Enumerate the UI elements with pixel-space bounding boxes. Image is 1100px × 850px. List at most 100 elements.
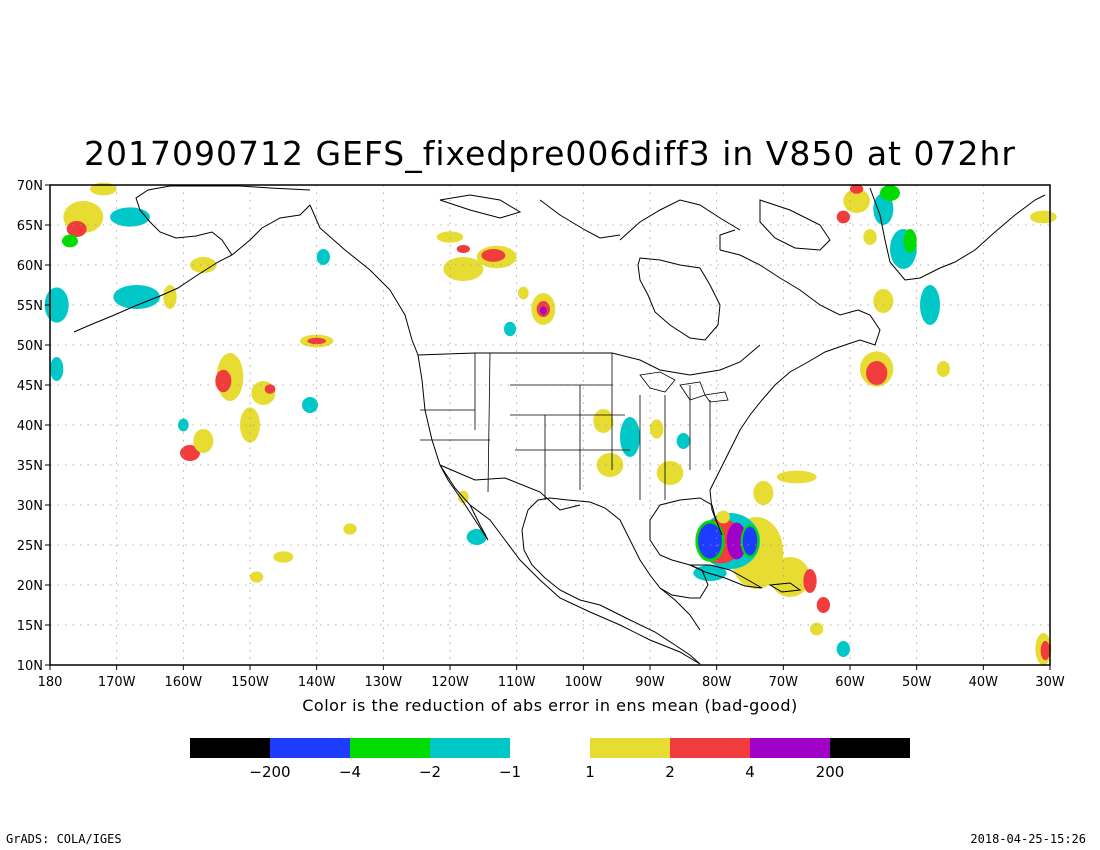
lon-tick-label: 160W bbox=[164, 675, 202, 690]
legend-label-positive: 1 bbox=[585, 763, 595, 781]
field-blob bbox=[836, 210, 850, 224]
coastline-baja bbox=[439, 464, 489, 541]
lon-tick-label: 90W bbox=[635, 675, 665, 690]
field-blob bbox=[1030, 210, 1057, 224]
field-blob bbox=[866, 361, 888, 385]
coastline-gulf bbox=[521, 497, 723, 606]
coastline-central-america bbox=[599, 587, 701, 665]
us-border bbox=[417, 344, 761, 511]
field-blob bbox=[436, 231, 464, 243]
field-blob bbox=[593, 409, 614, 433]
field-blob bbox=[880, 185, 900, 201]
legend-box-positive bbox=[590, 738, 670, 758]
lon-tick-label: 30W bbox=[1035, 675, 1065, 690]
legend-label-negative: −200 bbox=[249, 763, 290, 781]
field-blob bbox=[307, 337, 326, 345]
color-legend: −200 −4 −2 −1 1 2 4 200 bbox=[190, 738, 910, 781]
lat-tick-label: 55N bbox=[17, 299, 43, 314]
field-blob bbox=[264, 384, 276, 394]
legend-box-negative bbox=[270, 738, 350, 758]
lon-tick-label: 140W bbox=[298, 675, 336, 690]
legend-label-positive: 200 bbox=[816, 763, 845, 781]
lat-lon-grid bbox=[50, 185, 1050, 665]
field-blob bbox=[850, 184, 864, 194]
field-blob bbox=[836, 641, 850, 657]
field-blob bbox=[504, 321, 516, 337]
field-blob bbox=[215, 369, 232, 393]
coastline-alaska bbox=[73, 185, 311, 333]
lat-tick-label: 70N bbox=[17, 179, 43, 194]
map-title: 2017090712 GEFS_fixedpre006diff3 in V850… bbox=[84, 134, 1016, 173]
lon-tick-label: 110W bbox=[498, 675, 536, 690]
lat-tick-label: 50N bbox=[17, 339, 43, 354]
legend-label-positive: 2 bbox=[665, 763, 675, 781]
legend-caption: Color is the reduction of abs error in e… bbox=[302, 696, 798, 715]
footer-timestamp: 2018-04-25-15:26 bbox=[970, 832, 1086, 846]
lon-tick-label: 150W bbox=[231, 675, 269, 690]
field-blob bbox=[180, 445, 200, 461]
lat-tick-label: 60N bbox=[17, 259, 43, 274]
lon-tick-label: 60W bbox=[835, 675, 865, 690]
legend-box-negative bbox=[190, 738, 270, 758]
field-blob bbox=[1040, 641, 1051, 661]
field-blob bbox=[903, 229, 917, 253]
field-blob bbox=[803, 569, 817, 593]
field-blob bbox=[676, 433, 690, 449]
field-blob bbox=[249, 571, 264, 583]
axis-ticks: 180 170W 160W 150W 140W 130W 120W 110W 100W 90W 80… bbox=[17, 179, 1065, 690]
field-blob bbox=[163, 285, 177, 309]
lon-tick-label: 170W bbox=[98, 675, 136, 690]
coastline-great-lakes bbox=[639, 371, 729, 403]
lon-tick-label: 40W bbox=[969, 675, 999, 690]
lon-tick-label: 120W bbox=[431, 675, 469, 690]
field-blob bbox=[66, 221, 87, 237]
field-blob bbox=[650, 419, 664, 439]
field-blob bbox=[540, 306, 547, 315]
coastline-hudson bbox=[637, 257, 721, 341]
legend-box-positive bbox=[750, 738, 830, 758]
lat-tick-label: 35N bbox=[17, 459, 43, 474]
field-shading-layer bbox=[44, 182, 1057, 665]
field-blob bbox=[742, 526, 758, 556]
legend-box-positive bbox=[830, 738, 910, 758]
field-blob bbox=[873, 289, 894, 313]
field-blob bbox=[456, 245, 471, 253]
field-blob bbox=[316, 249, 331, 265]
field-blob bbox=[343, 523, 357, 535]
field-blob bbox=[770, 557, 810, 597]
field-blob bbox=[443, 257, 484, 281]
lon-tick-label: 130W bbox=[364, 675, 402, 690]
lon-tick-label: 100W bbox=[564, 675, 602, 690]
lon-tick-label: 80W bbox=[702, 675, 732, 690]
lon-tick-label: 50W bbox=[902, 675, 932, 690]
field-blob bbox=[190, 257, 217, 273]
field-blob bbox=[113, 285, 160, 309]
field-blob bbox=[716, 510, 730, 524]
legend-box-positive bbox=[670, 738, 750, 758]
lat-tick-label: 30N bbox=[17, 499, 43, 514]
coastline-east bbox=[709, 309, 881, 536]
field-blob bbox=[518, 286, 529, 300]
field-blob bbox=[50, 357, 64, 381]
lat-tick-label: 45N bbox=[17, 379, 43, 394]
field-blob bbox=[596, 453, 624, 477]
field-blob bbox=[481, 249, 506, 262]
field-blob bbox=[863, 229, 877, 245]
footer-software: GrADS: COLA/IGES bbox=[6, 832, 122, 846]
field-blob bbox=[656, 461, 684, 485]
field-blob bbox=[62, 234, 78, 248]
legend-label-negative: −4 bbox=[339, 763, 361, 781]
field-blob bbox=[302, 397, 318, 413]
field-blob bbox=[90, 182, 117, 196]
legend-label-negative: −2 bbox=[419, 763, 441, 781]
field-blob bbox=[193, 429, 214, 453]
lat-tick-label: 65N bbox=[17, 219, 43, 234]
lat-tick-label: 25N bbox=[17, 539, 43, 554]
coastline-cuba bbox=[689, 564, 763, 589]
coastline-arctic-islands bbox=[439, 194, 831, 251]
coastline-hispaniola bbox=[768, 582, 802, 593]
field-blob bbox=[920, 285, 940, 325]
lon-tick-label: 180 bbox=[38, 675, 63, 690]
legend-label-positive: 4 bbox=[745, 763, 755, 781]
